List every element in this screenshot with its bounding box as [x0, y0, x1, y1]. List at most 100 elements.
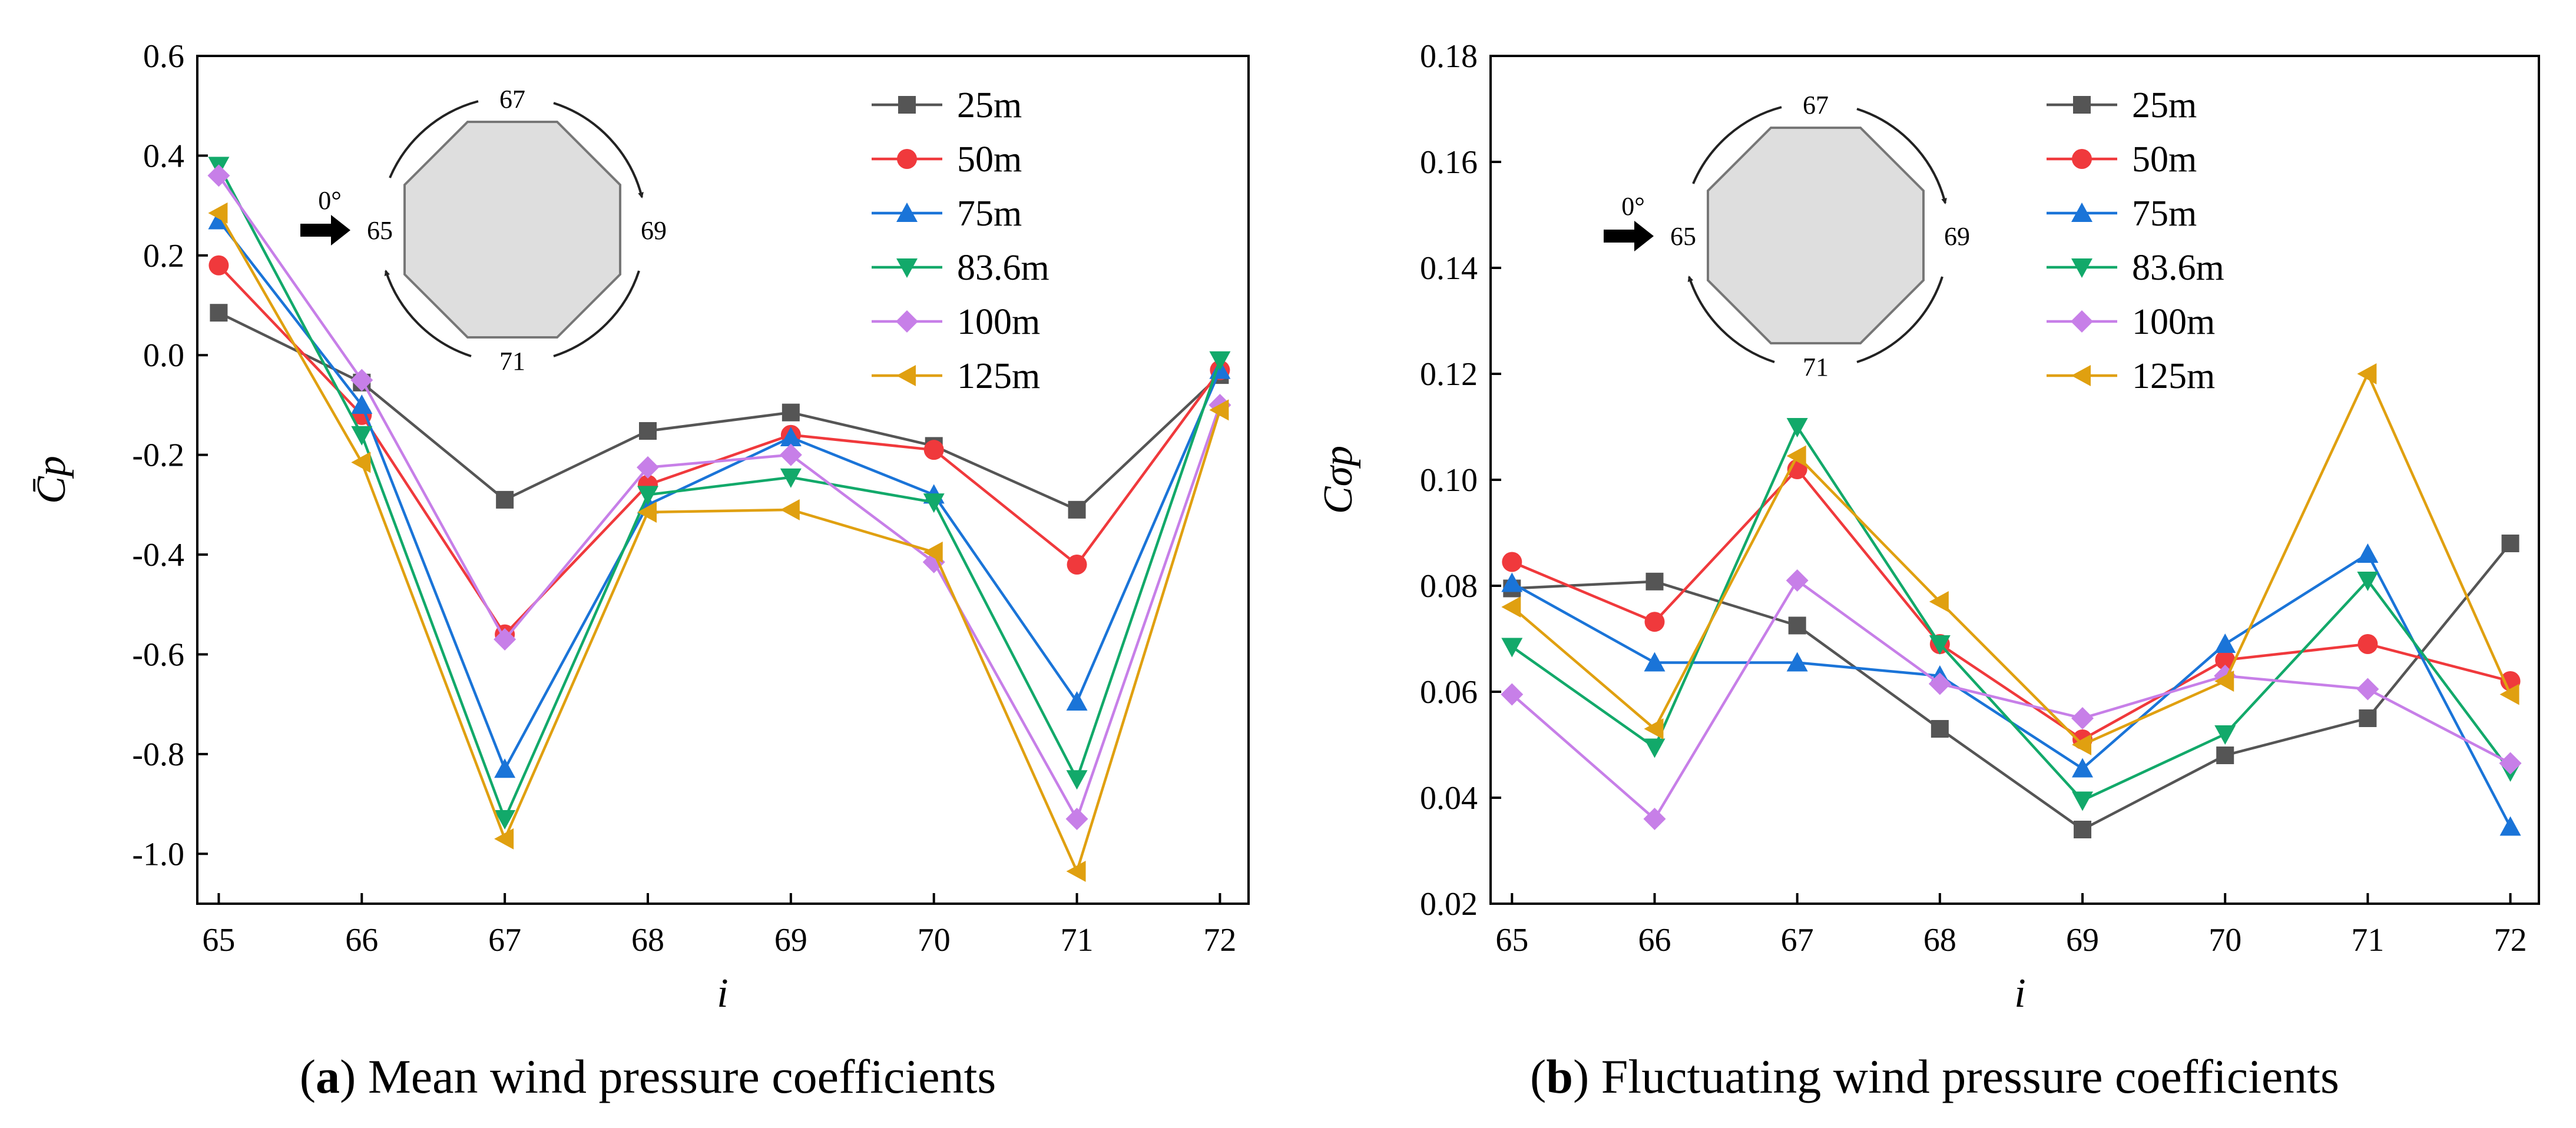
legend-label: 75m	[2132, 194, 2197, 234]
legend-entry: 83.6m	[2047, 248, 2224, 288]
data-point	[494, 828, 514, 850]
x-axis: 65 66 67 68 69 70 71 72	[1495, 893, 2527, 958]
rotation-arrow-top-right	[553, 102, 644, 198]
series-125m	[1501, 363, 2519, 755]
legend-label: 100m	[957, 302, 1040, 342]
legend-marker	[2071, 203, 2092, 222]
data-point	[1644, 738, 1666, 758]
data-point	[2072, 734, 2092, 755]
series-layer	[207, 157, 1231, 882]
data-point	[2358, 634, 2378, 654]
data-point	[1931, 720, 1949, 738]
y-tick-label: -0.4	[132, 537, 184, 573]
data-point	[210, 304, 228, 322]
legend: 25m 50m 75m 83.6m 100m 125m	[2047, 85, 2224, 396]
series-100m	[1501, 569, 2522, 830]
data-point	[1065, 808, 1088, 830]
inset-label-left: 65	[1670, 222, 1696, 251]
x-axis-label: i	[717, 971, 728, 1016]
y-axis: 0.18 0.16 0.14 0.12 0.10 0.08 0.06 0.04 0.02	[1420, 38, 1501, 923]
x-tick-label: 65	[202, 922, 235, 958]
data-point	[1788, 616, 1806, 635]
series-line	[218, 311, 1221, 512]
y-tick-label: 0.10	[1420, 462, 1478, 499]
inset-label-bottom: 71	[1803, 353, 1829, 381]
data-point	[1645, 572, 1664, 590]
data-point	[2357, 572, 2379, 591]
data-point	[1067, 555, 1087, 575]
data-point	[494, 758, 516, 778]
series-line	[217, 175, 1221, 821]
data-point	[2359, 709, 2377, 727]
y-tick-label: 0.2	[143, 238, 184, 274]
x-tick-label: 70	[2209, 922, 2241, 958]
data-point	[2214, 633, 2236, 653]
y-tick-label: 0.02	[1420, 886, 1478, 923]
data-point	[351, 394, 373, 414]
y-tick-label: 0.08	[1420, 568, 1478, 605]
rotation-arrow-top	[1692, 106, 1782, 184]
x-tick-label: 67	[488, 922, 521, 958]
legend-entry: 25m	[2047, 85, 2197, 125]
legend-marker	[2071, 310, 2093, 333]
x-tick-label: 71	[2351, 922, 2384, 958]
y-axis: 0.6 0.4 0.2 0.0 -0.2 -0.4 -0.6 -0.8 -1.0	[132, 38, 208, 872]
data-point	[780, 468, 802, 488]
data-point	[2214, 725, 2236, 745]
data-point	[208, 255, 229, 276]
legend-entry: 125m	[872, 356, 1040, 396]
legend-entry: 100m	[2047, 302, 2215, 342]
data-point	[351, 426, 373, 446]
data-point	[1501, 572, 1523, 592]
data-point	[2071, 707, 2094, 729]
data-point	[2074, 821, 2092, 838]
rotation-arrow-top	[389, 100, 479, 178]
data-point	[496, 490, 514, 509]
data-point	[923, 541, 943, 563]
x-tick-label: 68	[631, 922, 664, 958]
legend-label: 25m	[957, 85, 1022, 125]
caption-text: Mean wind pressure coefficients	[368, 1050, 996, 1103]
octagon-building	[1707, 127, 1925, 344]
data-point	[637, 456, 659, 479]
series-125m	[208, 202, 1229, 882]
series-line	[1511, 579, 2511, 821]
legend-label: 83.6m	[957, 248, 1049, 288]
x-tick-label: 66	[345, 922, 378, 958]
rotation-arrow-top-right	[1856, 108, 1947, 204]
chart-panel-a: 0.60.40.20.0-0.2-0.4-0.6-0.8-1.0 65 66 67 6…	[29, 38, 1250, 1103]
data-point	[1501, 683, 1524, 706]
data-point	[1209, 351, 1231, 371]
x-tick-label: 71	[1061, 922, 1094, 958]
x-tick-label: 69	[2066, 922, 2099, 958]
series-83.6m	[208, 157, 1231, 830]
caption-a: (a) Mean wind pressure coefficients	[300, 1050, 996, 1103]
x-tick-label: 65	[1495, 922, 1528, 958]
series-50m	[1502, 459, 2521, 749]
data-point	[2357, 363, 2377, 384]
legend-marker	[896, 203, 918, 222]
rotation-arrow-bottom	[553, 270, 640, 357]
inset-label-right: 69	[1944, 222, 1970, 251]
data-point	[2214, 671, 2234, 692]
legend-marker	[896, 310, 918, 333]
legend: 25m 50m 75m 83.6m 100m 125m	[872, 85, 1049, 396]
y-tick-label: 0.4	[143, 138, 184, 174]
legend-entry: 50m	[872, 140, 1022, 180]
data-point	[782, 403, 800, 422]
data-point	[2072, 758, 2094, 778]
wind-angle-label: 0°	[1621, 192, 1645, 221]
y-axis-label: Cσp	[1316, 446, 1361, 514]
data-point	[350, 369, 373, 392]
data-point	[1786, 569, 1809, 592]
inset-label-bottom: 71	[499, 347, 525, 376]
legend-label: 83.6m	[2132, 248, 2224, 288]
data-point	[207, 164, 230, 187]
data-point	[208, 202, 228, 224]
data-point	[1066, 770, 1088, 790]
legend-marker	[896, 365, 916, 386]
data-point	[923, 493, 945, 513]
legend-label: 25m	[2132, 85, 2197, 125]
legend-marker	[2072, 149, 2092, 169]
data-point	[1501, 638, 1523, 658]
